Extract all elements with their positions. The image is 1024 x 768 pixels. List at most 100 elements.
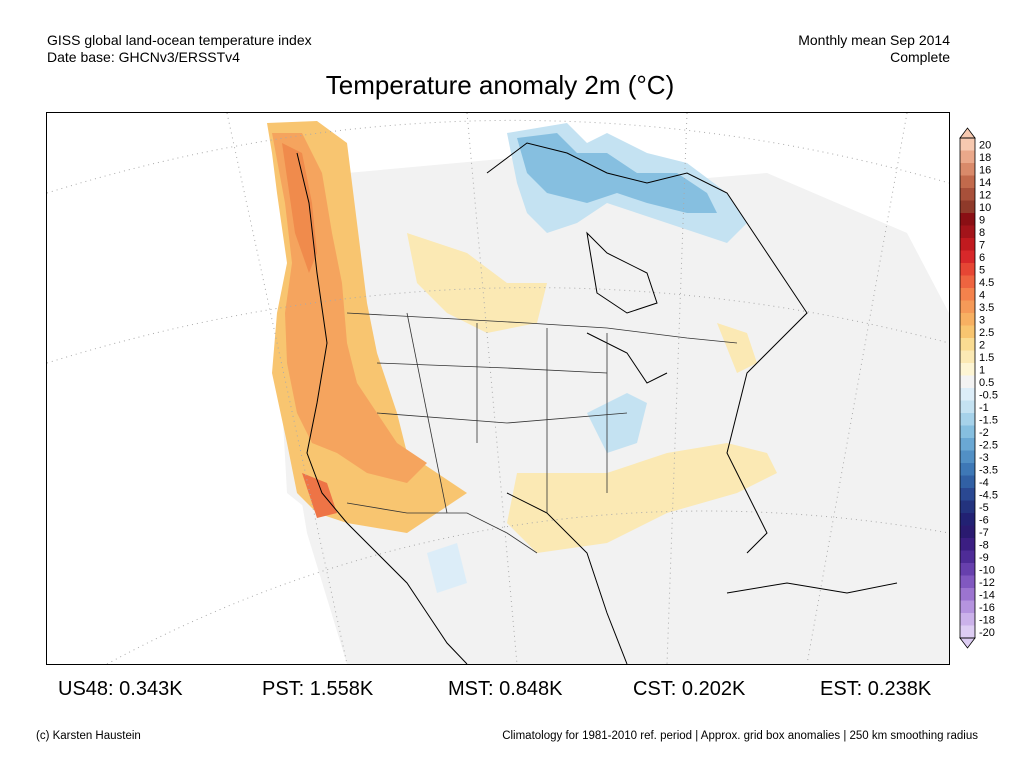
warm-anomaly-prairie (407, 233, 547, 333)
legend-swatch (960, 225, 975, 239)
legend-label: 9 (979, 214, 985, 226)
legend-label: -4.5 (979, 489, 998, 501)
legend-label: -5 (979, 502, 989, 514)
legend-swatch (960, 563, 975, 576)
period-label: Monthly mean Sep 2014 (798, 32, 950, 48)
legend-label: 14 (979, 177, 991, 189)
legend-label: -2.5 (979, 439, 998, 451)
legend-label: -20 (979, 627, 995, 639)
coastlines (296, 142, 898, 664)
cold-anomaly-mexico (427, 543, 467, 593)
legend-label: 12 (979, 189, 991, 201)
map-canvas (47, 113, 949, 664)
legend-swatch (960, 238, 975, 251)
legend-label: 7 (979, 239, 985, 251)
legend-arrow-top (959, 127, 976, 139)
anomaly-map (46, 112, 950, 665)
legend-swatch (960, 363, 975, 376)
header-left: GISS global land-ocean temperature index… (47, 32, 312, 66)
legend-swatch (960, 388, 975, 401)
political-borders (346, 312, 738, 554)
warm-anomaly-coast-bc (282, 143, 317, 273)
legend-label: 1.5 (979, 352, 994, 364)
legend-label: 2 (979, 339, 985, 351)
legend-swatch (960, 350, 975, 364)
cold-anomaly-midwest (587, 393, 647, 453)
legend-label: 16 (979, 164, 991, 176)
legend-label: -8 (979, 539, 989, 551)
copyright-footer: (c) Karsten Haustein (36, 730, 141, 742)
legend-swatch (960, 550, 975, 564)
legend-swatch (960, 313, 975, 326)
legend-label: -10 (979, 564, 995, 576)
legend-label: 1 (979, 364, 985, 376)
stat-mst: MST: 0.848K (448, 678, 563, 700)
legend-swatch (960, 300, 975, 314)
legend-label: -3.5 (979, 464, 998, 476)
stat-cst: CST: 0.202K (633, 678, 746, 700)
legend-swatch (960, 413, 975, 426)
legend-swatch (960, 325, 975, 339)
legend-label: -18 (979, 614, 995, 626)
legend-swatch (960, 475, 975, 489)
legend-label: 10 (979, 202, 991, 214)
regional-stats: US48: 0.343K PST: 1.558K MST: 0.848K CST… (0, 678, 1024, 706)
legend-label: -9 (979, 552, 989, 564)
header-right: Monthly mean Sep 2014 Complete (798, 32, 950, 66)
legend-swatch (960, 525, 975, 539)
legend-swatch (960, 500, 975, 514)
legend-label: 2.5 (979, 327, 994, 339)
legend-swatch (960, 275, 975, 289)
legend-swatch (960, 600, 975, 614)
legend-frame (959, 137, 976, 639)
legend-label: -14 (979, 589, 995, 601)
warm-anomaly-baja (302, 473, 337, 518)
legend-swatch (960, 288, 975, 301)
legend-swatch (960, 338, 975, 351)
stat-us48: US48: 0.343K (58, 678, 183, 700)
legend-label: -6 (979, 514, 989, 526)
legend-swatch (960, 375, 975, 389)
legend-swatch (960, 175, 975, 189)
legend-swatch (960, 613, 975, 626)
climatology-footer: Climatology for 1981-2010 ref. period | … (502, 730, 978, 742)
legend-label: 3.5 (979, 302, 994, 314)
legend-swatch (960, 163, 975, 176)
legend-swatch (960, 188, 975, 201)
legend-label: -12 (979, 577, 995, 589)
legend-swatch (960, 625, 975, 639)
graticule (47, 113, 949, 664)
stat-pst: PST: 1.558K (262, 678, 374, 700)
legend-label: -0.5 (979, 389, 998, 401)
legend-swatch (960, 488, 975, 501)
legend-label: 4 (979, 289, 985, 301)
completeness-label: Complete (890, 49, 950, 65)
legend-swatch (960, 150, 975, 164)
legend-label: -7 (979, 527, 989, 539)
legend-swatch (960, 213, 975, 226)
dataset-title: GISS global land-ocean temperature index (47, 32, 312, 48)
legend-label: 3 (979, 314, 985, 326)
legend-label: -2 (979, 427, 989, 439)
legend-labels: 201816141210987654.543.532.521.510.5-0.5… (979, 139, 998, 639)
legend-label: 0.5 (979, 377, 994, 389)
legend-label: 8 (979, 227, 985, 239)
legend-label: -1 (979, 402, 989, 414)
legend-swatch (960, 463, 975, 476)
legend-swatch (960, 513, 975, 526)
legend-label: -4 (979, 477, 989, 489)
legend-swatch (960, 575, 975, 589)
legend-swatch (960, 400, 975, 414)
legend-swatch (960, 263, 975, 276)
warm-anomaly-northeast (717, 323, 757, 373)
warm-anomaly-south (507, 443, 777, 553)
legend-swatch (960, 438, 975, 451)
legend-swatch (960, 138, 975, 151)
legend-label: -16 (979, 602, 995, 614)
legend-swatch (960, 425, 975, 439)
stat-est: EST: 0.238K (820, 678, 932, 700)
color-legend: 201816141210987654.543.532.521.510.5-0.5… (959, 127, 998, 649)
data-base-label: Date base: GHCNv3/ERSSTv4 (47, 49, 240, 65)
legend-label: 4.5 (979, 277, 994, 289)
legend-label: -1.5 (979, 414, 998, 426)
